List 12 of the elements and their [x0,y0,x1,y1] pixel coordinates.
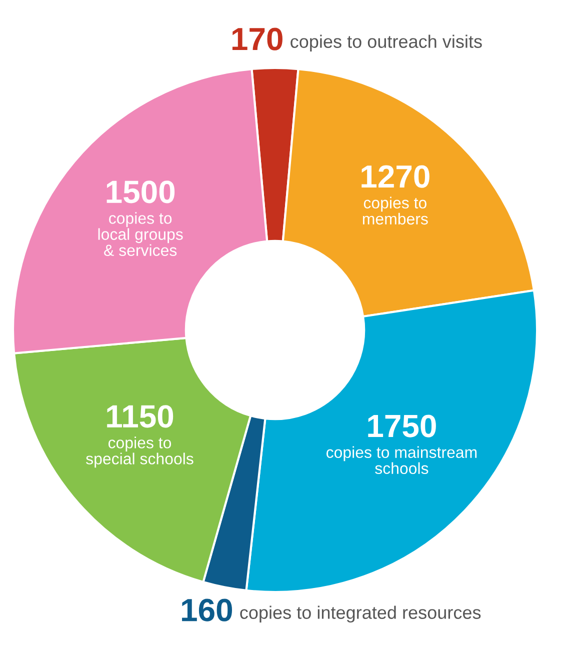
data-label: 1270 [362,165,430,188]
data-label: 160 [182,598,232,622]
data-label: 170 [232,28,282,50]
slice-label: copies to special schools [86,436,194,468]
slice-label: copies to local groups & services [98,212,183,256]
slice-label: copies to outreach visits [290,34,482,52]
data-label: 1750 [368,414,436,438]
data-label: 1150 [107,405,174,428]
slice-label: copies to mainstream schools [326,446,477,474]
slice-label: copies to integrated resources [240,606,481,623]
slice-label: copies to members [362,196,428,225]
data-label: 1500 [106,180,175,204]
